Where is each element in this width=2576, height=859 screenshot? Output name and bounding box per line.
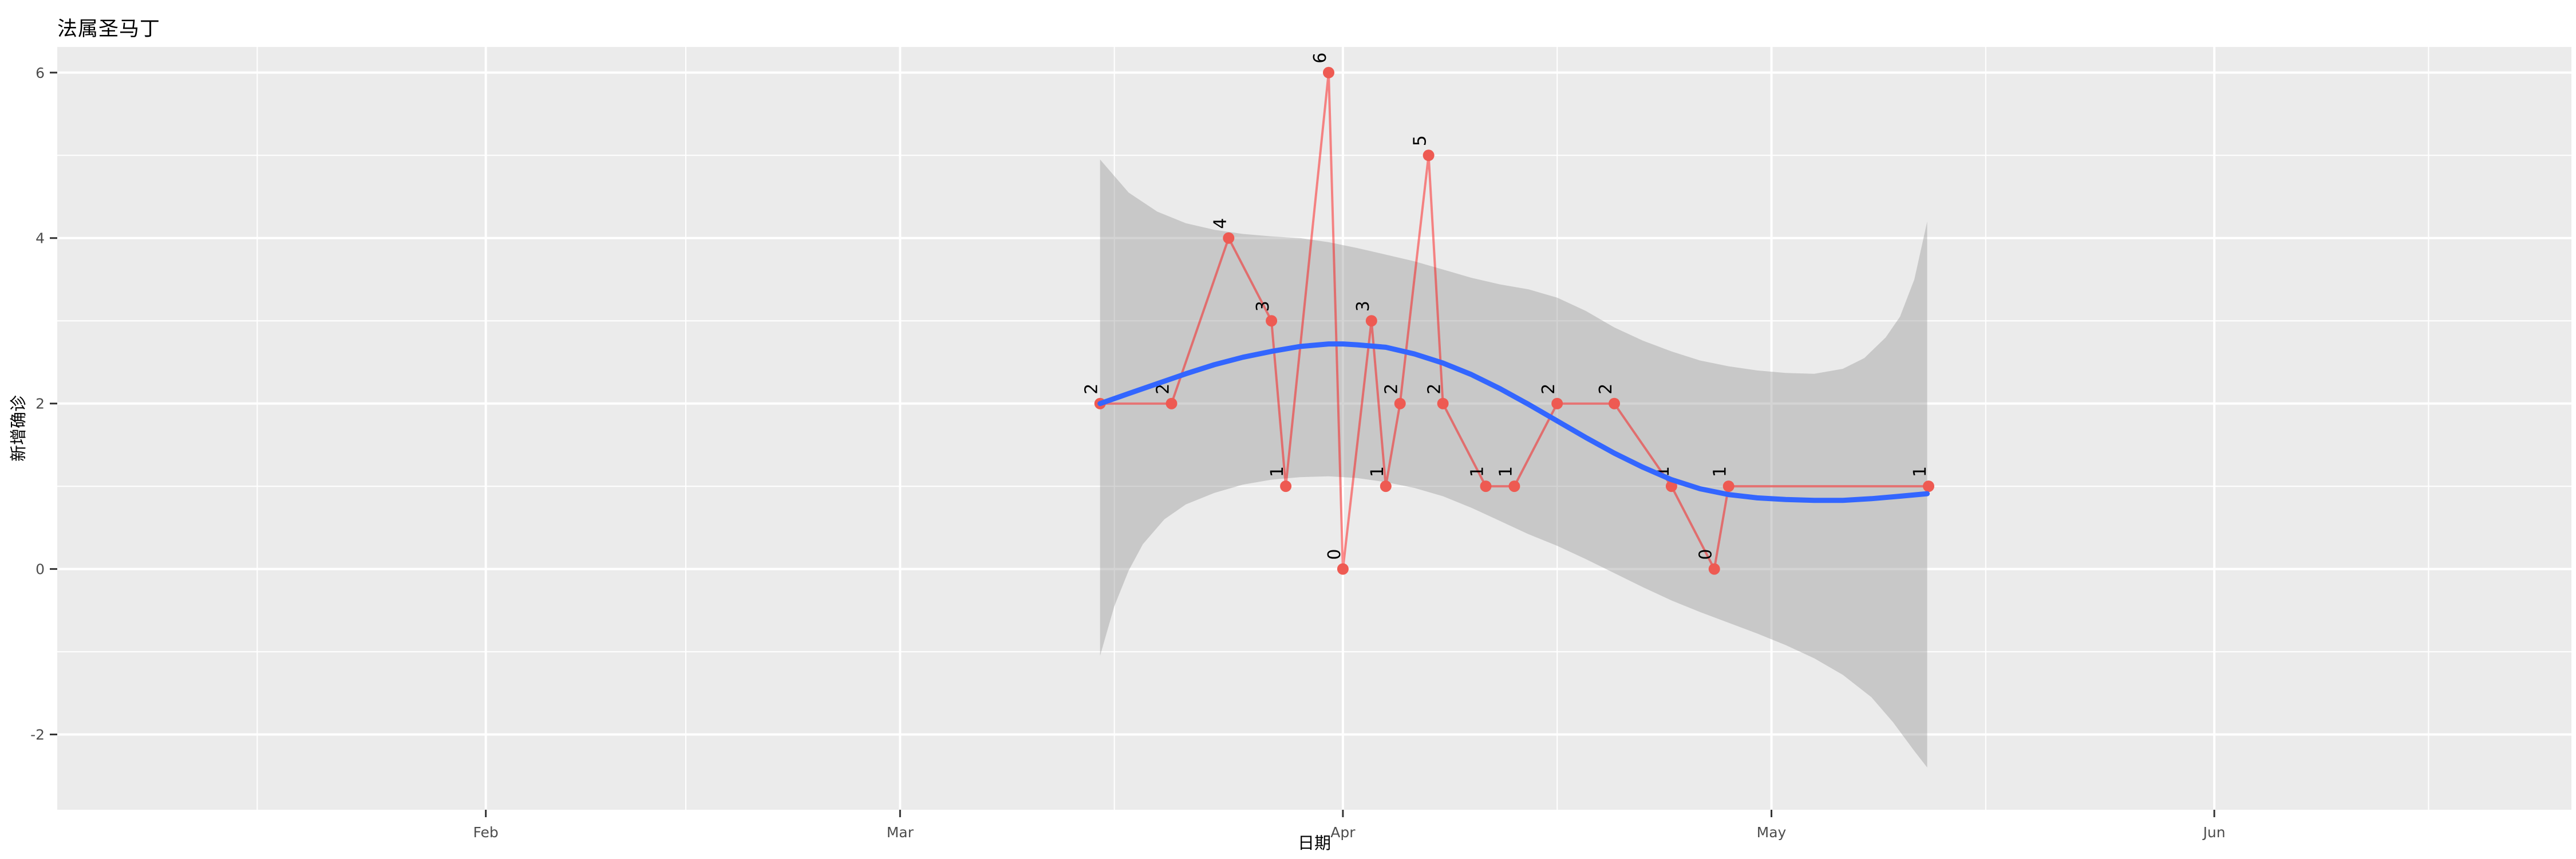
data-point xyxy=(1365,315,1377,327)
y-tick-label: 0 xyxy=(35,561,45,578)
y-tick-label: -2 xyxy=(30,727,45,743)
y-axis-title: 新增确诊 xyxy=(9,395,28,462)
data-point-label: 2 xyxy=(1425,384,1445,395)
data-point-label: 1 xyxy=(1910,466,1930,477)
data-point xyxy=(1551,397,1563,409)
x-tick-label: May xyxy=(1757,824,1787,841)
data-point xyxy=(1508,480,1520,492)
data-point-label: 2 xyxy=(1153,384,1174,395)
x-axis-title: 日期 xyxy=(1298,833,1331,853)
data-point xyxy=(1665,480,1677,492)
data-point xyxy=(1437,397,1449,409)
data-point-label: 5 xyxy=(1411,135,1431,146)
data-point xyxy=(1923,480,1934,492)
data-point xyxy=(1609,397,1620,409)
data-point xyxy=(1337,563,1349,575)
panel-background xyxy=(57,47,2571,810)
data-point-label: 3 xyxy=(1253,301,1273,312)
chart-title: 法属圣马丁 xyxy=(57,18,161,41)
x-axis-tick-labels: Feb Mar Apr May Jun xyxy=(473,824,2225,841)
data-point-label: 1 xyxy=(1267,466,1287,477)
data-point-label: 2 xyxy=(1382,384,1402,395)
x-tick-label: Feb xyxy=(473,824,498,841)
y-tick-label: 2 xyxy=(35,396,45,412)
data-point xyxy=(1223,232,1235,244)
data-point xyxy=(1280,480,1292,492)
gridlines-minor xyxy=(57,47,2571,810)
confidence-ribbon xyxy=(1100,159,1927,768)
data-point-label: 1 xyxy=(1710,466,1730,477)
x-tick-label: Mar xyxy=(887,824,914,841)
data-point xyxy=(1394,397,1406,409)
data-point-label: 1 xyxy=(1468,466,1488,477)
data-point xyxy=(1323,66,1334,78)
data-point xyxy=(1480,480,1492,492)
data-point-label: 0 xyxy=(1696,549,1716,560)
data-point xyxy=(1722,480,1735,492)
gridlines-major xyxy=(57,47,2571,810)
data-point-label: 4 xyxy=(1210,218,1230,229)
data-point-label: 2 xyxy=(1596,384,1616,395)
data-point xyxy=(1708,563,1720,575)
x-tick-label: Jun xyxy=(2202,824,2226,841)
y-tick-label: 4 xyxy=(35,230,45,247)
y-axis-tick-labels: -2 0 2 4 6 xyxy=(30,65,45,743)
data-point-label: 1 xyxy=(1496,466,1516,477)
data-point xyxy=(1165,397,1178,409)
data-points xyxy=(1094,66,1934,575)
data-point xyxy=(1380,480,1392,492)
data-point xyxy=(1423,149,1435,161)
axis-tick-marks xyxy=(50,72,2215,817)
x-tick-label: Apr xyxy=(1330,824,1356,841)
y-tick-label: 6 xyxy=(35,65,45,81)
data-point-label: 2 xyxy=(1539,384,1559,395)
data-point-label: 0 xyxy=(1325,549,1345,560)
data-point xyxy=(1266,315,1278,327)
data-point-label: 3 xyxy=(1353,301,1373,312)
smooth-line xyxy=(1097,341,1930,503)
data-point-label: 1 xyxy=(1368,466,1388,477)
data-point-label: 2 xyxy=(1082,384,1102,395)
data-point-label: 6 xyxy=(1310,53,1330,64)
